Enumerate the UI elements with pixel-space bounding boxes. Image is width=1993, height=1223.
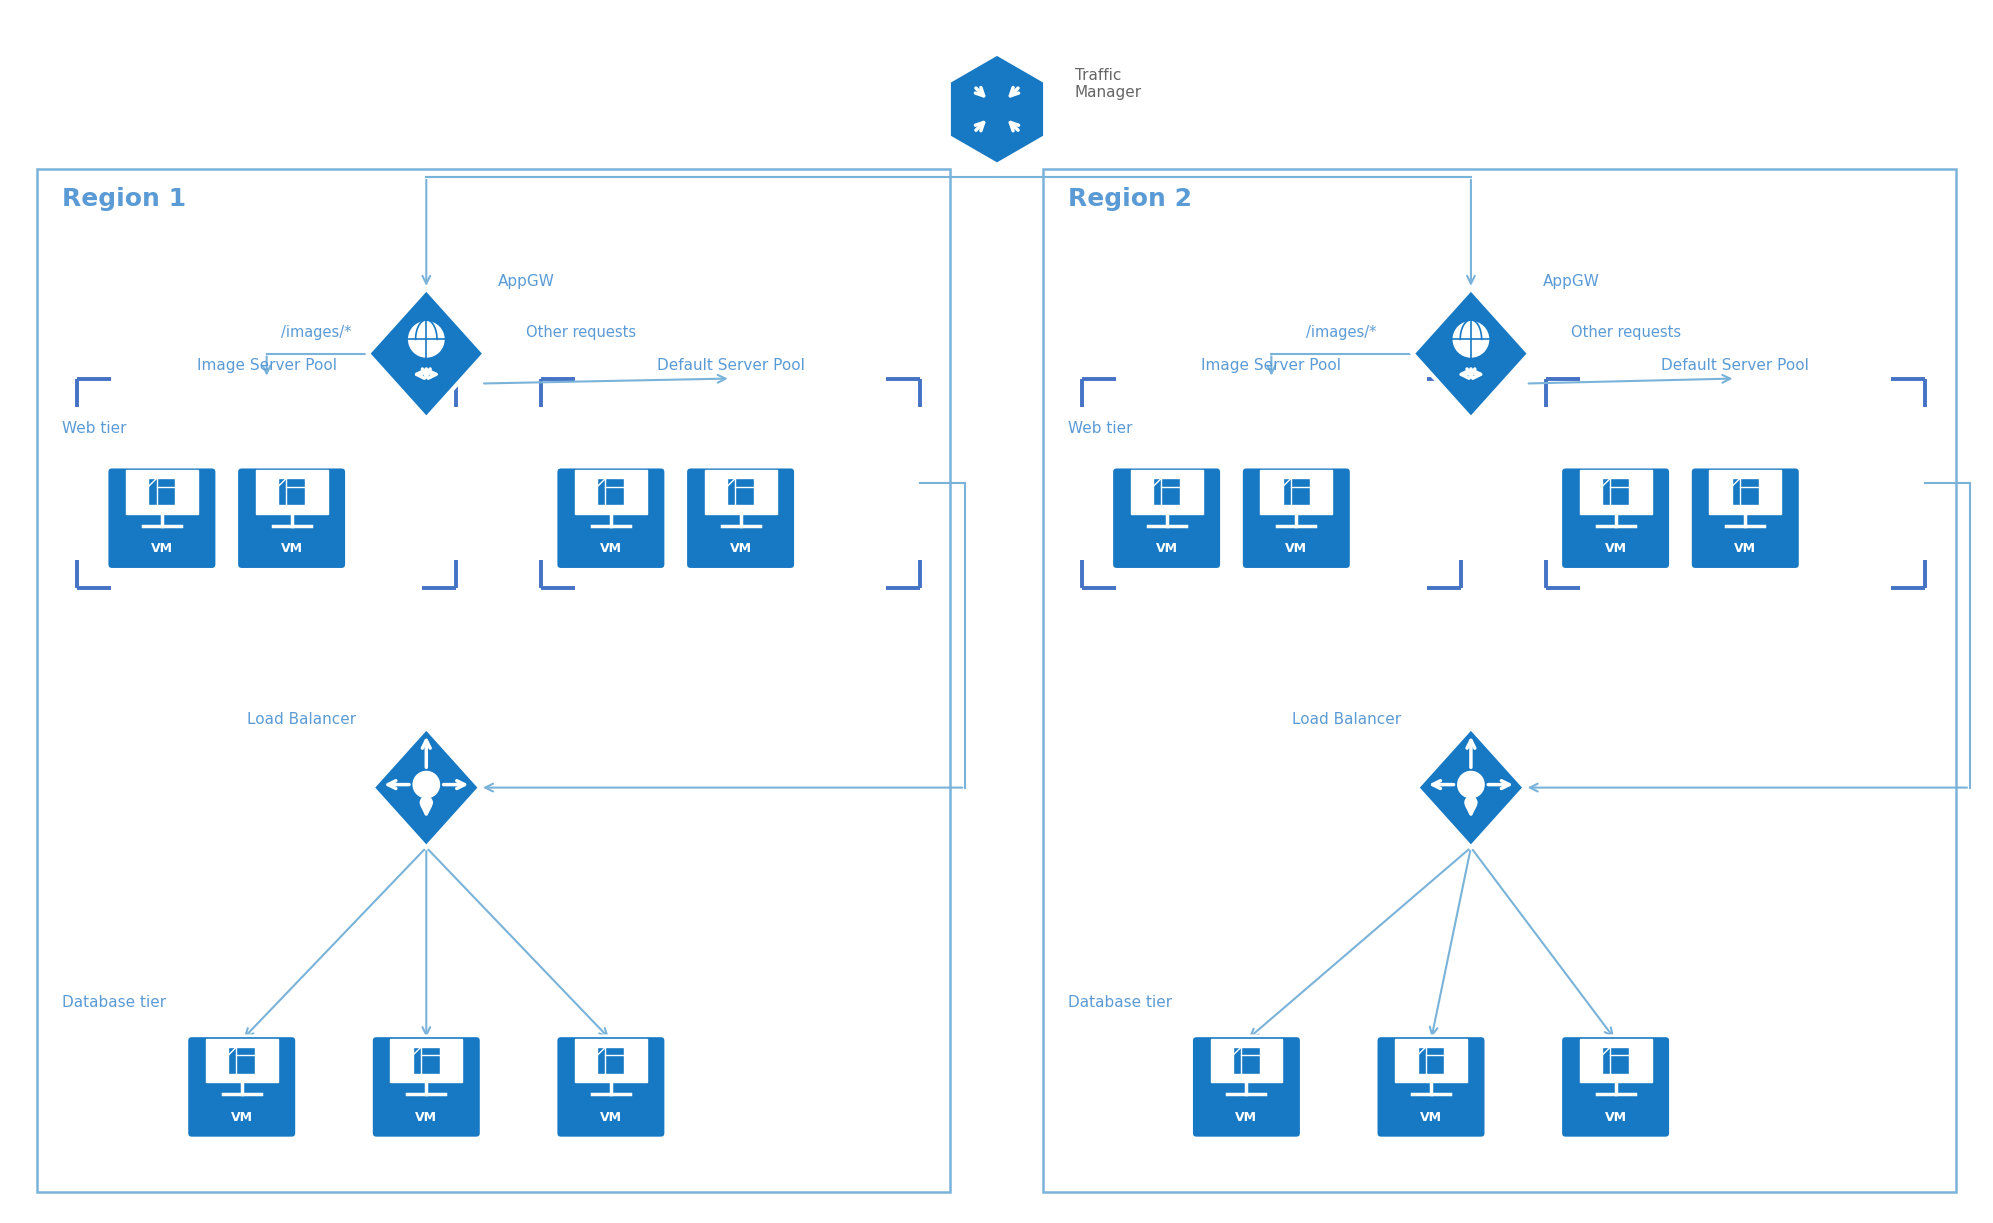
Text: VM: VM [600, 1110, 622, 1124]
FancyBboxPatch shape [1375, 1036, 1487, 1139]
Text: /images/*: /images/* [1305, 324, 1377, 340]
Text: AppGW: AppGW [498, 274, 554, 290]
Text: Load Balancer: Load Balancer [247, 712, 357, 728]
FancyBboxPatch shape [556, 467, 666, 570]
FancyBboxPatch shape [187, 1036, 297, 1139]
FancyBboxPatch shape [1580, 470, 1652, 514]
FancyBboxPatch shape [413, 1047, 440, 1074]
Text: VM: VM [1236, 1110, 1258, 1124]
FancyBboxPatch shape [1561, 1036, 1670, 1139]
Text: Database tier: Database tier [62, 994, 165, 1010]
Text: AppGW: AppGW [1543, 274, 1600, 290]
FancyBboxPatch shape [1710, 470, 1782, 514]
FancyBboxPatch shape [1242, 467, 1351, 570]
FancyBboxPatch shape [205, 1038, 277, 1082]
FancyBboxPatch shape [1602, 478, 1628, 505]
FancyBboxPatch shape [574, 1038, 648, 1082]
FancyBboxPatch shape [1732, 478, 1758, 505]
FancyBboxPatch shape [237, 467, 347, 570]
Text: Web tier: Web tier [62, 421, 128, 435]
FancyBboxPatch shape [255, 470, 327, 514]
Polygon shape [949, 54, 1044, 165]
FancyBboxPatch shape [1417, 1047, 1445, 1074]
Text: Default Server Pool: Default Server Pool [1662, 357, 1810, 373]
FancyBboxPatch shape [391, 1038, 462, 1082]
FancyBboxPatch shape [229, 1047, 255, 1074]
Polygon shape [1417, 728, 1525, 848]
FancyBboxPatch shape [1602, 1047, 1628, 1074]
Text: VM: VM [1604, 1110, 1626, 1124]
Text: VM: VM [281, 542, 303, 555]
FancyBboxPatch shape [598, 478, 624, 505]
FancyBboxPatch shape [1561, 467, 1670, 570]
Text: VM: VM [1604, 542, 1626, 555]
Text: Image Server Pool: Image Server Pool [197, 357, 337, 373]
Bar [1042, 169, 1955, 1191]
FancyBboxPatch shape [1580, 1038, 1652, 1082]
FancyBboxPatch shape [371, 1036, 480, 1139]
Text: VM: VM [1285, 542, 1307, 555]
Text: VM: VM [729, 542, 751, 555]
Text: Region 1: Region 1 [62, 187, 185, 210]
Text: VM: VM [600, 542, 622, 555]
FancyBboxPatch shape [126, 470, 197, 514]
FancyBboxPatch shape [1260, 470, 1331, 514]
FancyBboxPatch shape [598, 1047, 624, 1074]
FancyBboxPatch shape [1192, 1036, 1301, 1139]
Text: VM: VM [1419, 1110, 1443, 1124]
Circle shape [1457, 772, 1485, 797]
FancyBboxPatch shape [686, 467, 795, 570]
FancyBboxPatch shape [1283, 478, 1309, 505]
Text: Region 2: Region 2 [1068, 187, 1192, 210]
Text: VM: VM [415, 1110, 436, 1124]
Polygon shape [1413, 289, 1529, 418]
Polygon shape [373, 728, 480, 848]
Text: VM: VM [151, 542, 173, 555]
FancyBboxPatch shape [147, 478, 175, 505]
FancyBboxPatch shape [1154, 478, 1180, 505]
Text: Web tier: Web tier [1068, 421, 1132, 435]
Polygon shape [369, 289, 484, 418]
Text: /images/*: /images/* [281, 324, 353, 340]
FancyBboxPatch shape [1130, 470, 1202, 514]
FancyBboxPatch shape [1112, 467, 1222, 570]
Text: VM: VM [1734, 542, 1756, 555]
FancyBboxPatch shape [1234, 1047, 1260, 1074]
Text: VM: VM [1156, 542, 1178, 555]
FancyBboxPatch shape [706, 470, 777, 514]
Text: Other requests: Other requests [526, 324, 636, 340]
FancyBboxPatch shape [556, 1036, 666, 1139]
FancyBboxPatch shape [1395, 1038, 1467, 1082]
Text: Database tier: Database tier [1068, 994, 1172, 1010]
Circle shape [421, 796, 432, 808]
Text: Other requests: Other requests [1570, 324, 1680, 340]
Text: VM: VM [231, 1110, 253, 1124]
FancyBboxPatch shape [574, 470, 648, 514]
Circle shape [1465, 796, 1477, 808]
FancyBboxPatch shape [108, 467, 217, 570]
FancyBboxPatch shape [1210, 1038, 1281, 1082]
Text: Default Server Pool: Default Server Pool [656, 357, 805, 373]
Bar [38, 169, 951, 1191]
Circle shape [413, 772, 440, 797]
Circle shape [1451, 320, 1491, 358]
Text: Traffic
Manager: Traffic Manager [1074, 68, 1142, 100]
Text: Image Server Pool: Image Server Pool [1202, 357, 1341, 373]
Circle shape [407, 320, 446, 358]
FancyBboxPatch shape [727, 478, 753, 505]
FancyBboxPatch shape [279, 478, 305, 505]
Text: Load Balancer: Load Balancer [1291, 712, 1401, 728]
FancyBboxPatch shape [1690, 467, 1800, 570]
